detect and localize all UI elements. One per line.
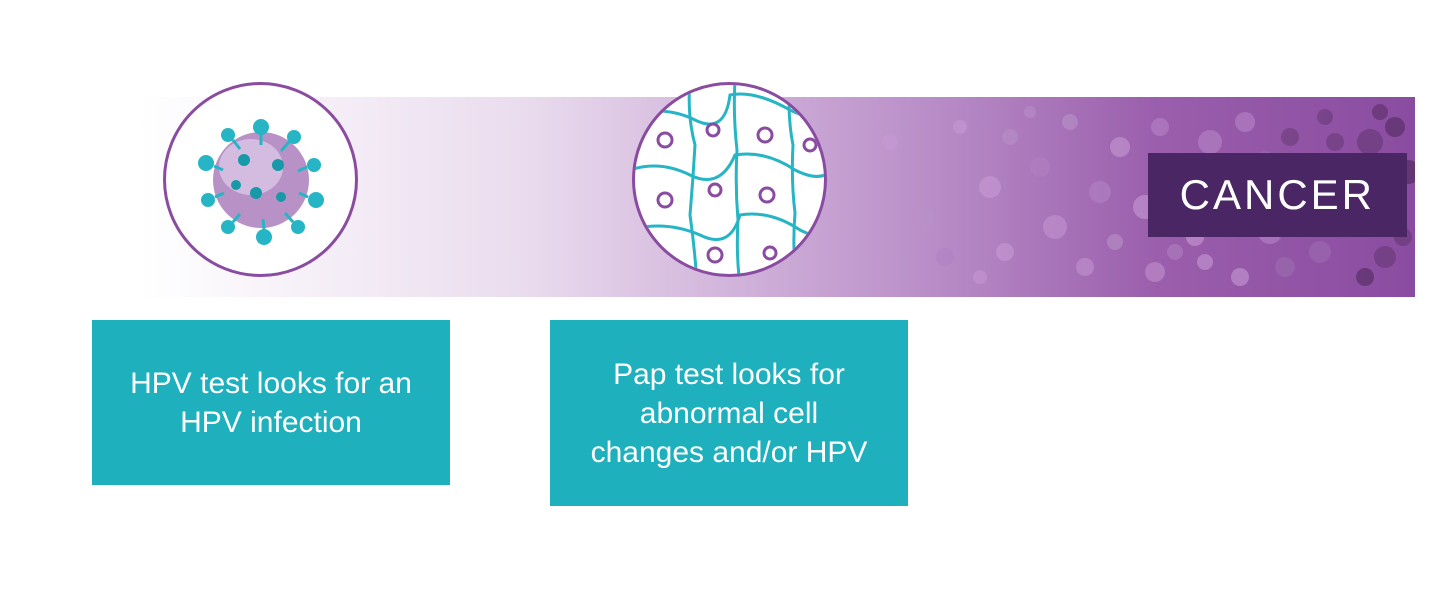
hpv-test-text: HPV test looks for an HPV infection	[122, 364, 420, 442]
pap-cells-icon	[635, 85, 827, 277]
cancer-label-box: CANCER	[1148, 153, 1407, 237]
pap-test-text: Pap test looks for abnormal cell changes…	[580, 355, 878, 472]
cancer-label-text: CANCER	[1180, 171, 1375, 218]
pap-cells-circle	[632, 82, 827, 277]
hpv-virus-icon	[186, 105, 336, 255]
pap-test-info-box: Pap test looks for abnormal cell changes…	[550, 320, 908, 506]
hpv-virus-circle	[163, 82, 358, 277]
hpv-test-info-box: HPV test looks for an HPV infection	[92, 320, 450, 485]
